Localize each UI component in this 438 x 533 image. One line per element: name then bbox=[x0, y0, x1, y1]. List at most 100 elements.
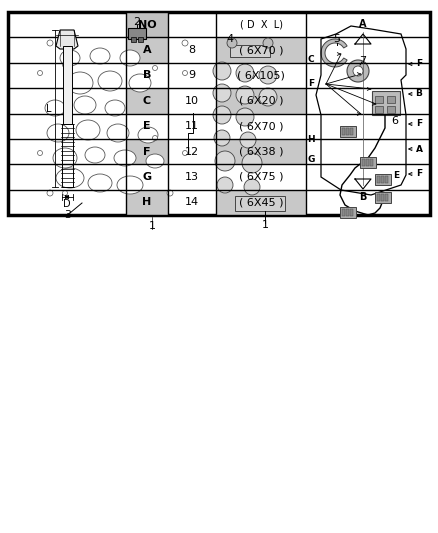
Polygon shape bbox=[28, 28, 195, 205]
Text: F: F bbox=[416, 119, 422, 128]
Bar bbox=[340, 126, 356, 137]
Text: B: B bbox=[416, 90, 422, 99]
Text: 3: 3 bbox=[64, 210, 71, 220]
Circle shape bbox=[213, 106, 231, 124]
Circle shape bbox=[182, 40, 188, 46]
Circle shape bbox=[213, 84, 231, 102]
Circle shape bbox=[347, 60, 369, 82]
Bar bbox=[216, 139, 306, 164]
Circle shape bbox=[47, 40, 53, 46]
Circle shape bbox=[240, 132, 256, 148]
Text: 14: 14 bbox=[185, 197, 199, 207]
Circle shape bbox=[217, 177, 233, 193]
Ellipse shape bbox=[60, 50, 80, 66]
Bar bbox=[126, 139, 168, 164]
Bar bbox=[126, 190, 168, 215]
Text: ( 6X70 ): ( 6X70 ) bbox=[239, 121, 283, 131]
Text: 5: 5 bbox=[333, 34, 340, 44]
Ellipse shape bbox=[105, 100, 125, 116]
Text: 12: 12 bbox=[185, 147, 199, 157]
Text: A: A bbox=[416, 144, 423, 154]
Bar bbox=[63, 46, 71, 124]
Bar bbox=[126, 164, 168, 190]
Ellipse shape bbox=[90, 48, 110, 64]
Bar bbox=[126, 88, 168, 114]
Bar bbox=[346, 209, 349, 216]
Bar bbox=[366, 159, 369, 166]
Ellipse shape bbox=[47, 124, 69, 142]
Bar bbox=[375, 96, 383, 103]
Circle shape bbox=[227, 38, 237, 48]
Ellipse shape bbox=[85, 147, 105, 163]
Circle shape bbox=[236, 86, 254, 104]
Bar bbox=[360, 157, 376, 168]
Bar bbox=[375, 106, 383, 113]
Text: G: G bbox=[307, 156, 314, 165]
Text: 1: 1 bbox=[261, 220, 268, 230]
Text: A: A bbox=[143, 45, 151, 55]
Text: C: C bbox=[143, 96, 151, 106]
Text: F: F bbox=[143, 147, 151, 157]
Text: NO: NO bbox=[138, 20, 156, 30]
Circle shape bbox=[152, 66, 158, 70]
Circle shape bbox=[183, 150, 187, 156]
Circle shape bbox=[63, 190, 67, 196]
Circle shape bbox=[183, 70, 187, 76]
Circle shape bbox=[259, 66, 277, 84]
Bar bbox=[216, 63, 306, 88]
Bar bbox=[362, 159, 365, 166]
Ellipse shape bbox=[53, 148, 77, 168]
Bar bbox=[126, 63, 168, 88]
Text: 9: 9 bbox=[188, 70, 195, 80]
Bar bbox=[138, 37, 143, 42]
Bar bbox=[342, 128, 345, 135]
Bar bbox=[370, 159, 373, 166]
Text: 2: 2 bbox=[134, 17, 141, 27]
Bar bbox=[126, 12, 168, 37]
Bar bbox=[126, 114, 168, 139]
Text: 13: 13 bbox=[185, 172, 199, 182]
Text: E: E bbox=[393, 171, 399, 180]
Bar bbox=[381, 176, 384, 183]
Text: G: G bbox=[142, 172, 152, 182]
Bar bbox=[387, 106, 395, 113]
Text: F: F bbox=[308, 79, 314, 88]
Text: 6: 6 bbox=[392, 116, 399, 126]
Circle shape bbox=[47, 190, 53, 196]
Bar bbox=[216, 164, 306, 190]
Text: F: F bbox=[416, 169, 422, 179]
Ellipse shape bbox=[74, 96, 96, 114]
Text: D: D bbox=[63, 199, 71, 209]
Bar bbox=[8, 12, 430, 215]
Bar bbox=[372, 91, 400, 115]
Circle shape bbox=[38, 150, 42, 156]
Bar bbox=[381, 194, 384, 201]
Text: 7: 7 bbox=[360, 56, 367, 66]
Bar bbox=[377, 176, 380, 183]
Text: ( 6X45 ): ( 6X45 ) bbox=[239, 197, 283, 207]
Bar bbox=[230, 45, 270, 57]
Circle shape bbox=[167, 190, 173, 196]
Bar bbox=[61, 124, 73, 187]
Text: 11: 11 bbox=[185, 121, 199, 131]
Text: A: A bbox=[359, 19, 367, 29]
Ellipse shape bbox=[56, 168, 84, 188]
Text: B: B bbox=[143, 70, 151, 80]
Ellipse shape bbox=[138, 127, 158, 143]
Text: ( 6X20 ): ( 6X20 ) bbox=[239, 96, 283, 106]
Ellipse shape bbox=[45, 100, 65, 116]
Ellipse shape bbox=[114, 150, 136, 166]
Ellipse shape bbox=[76, 120, 100, 140]
Text: ( 6X105): ( 6X105) bbox=[237, 70, 285, 80]
Bar bbox=[216, 37, 306, 63]
Circle shape bbox=[236, 64, 254, 82]
Text: H: H bbox=[307, 135, 315, 144]
Text: B: B bbox=[359, 192, 367, 202]
Circle shape bbox=[263, 38, 273, 48]
Ellipse shape bbox=[107, 124, 129, 142]
Polygon shape bbox=[205, 45, 312, 213]
Ellipse shape bbox=[129, 74, 151, 92]
Bar bbox=[340, 207, 356, 218]
Text: ( 6X70 ): ( 6X70 ) bbox=[239, 45, 283, 55]
Bar bbox=[126, 37, 168, 63]
